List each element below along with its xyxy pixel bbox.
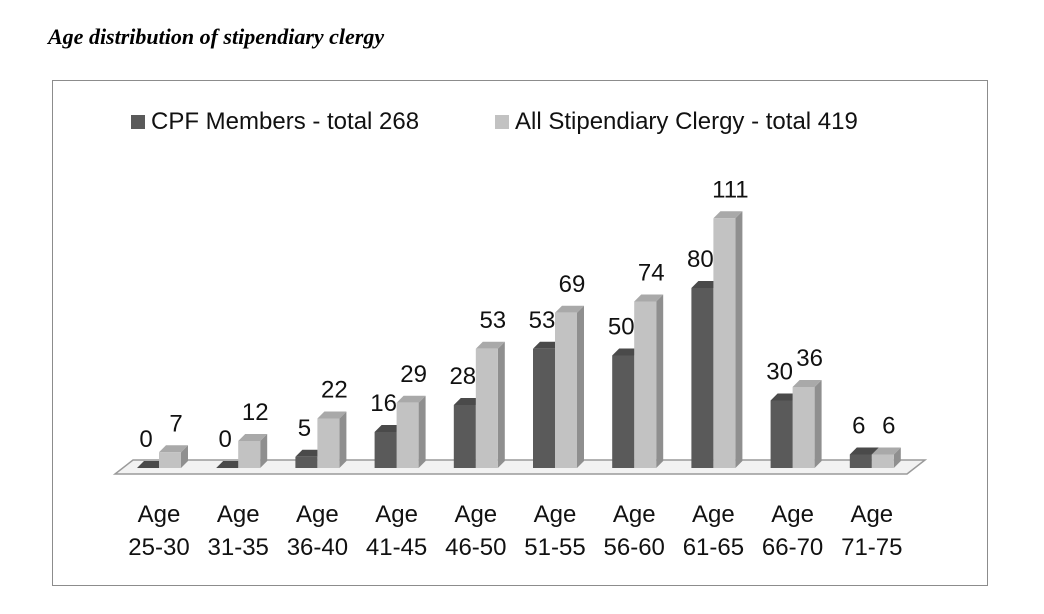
x-tick-label-5-1: 51-55 [524,534,585,561]
bar-top-s2-7 [713,211,743,219]
bar-s1-9 [849,454,872,468]
data-label-s2-9: 6 [882,413,895,440]
bar-top-s2-1 [238,434,268,441]
bar-top-s1-0 [137,461,166,468]
bar-top-s2-0 [159,445,188,453]
legend-label-2: All Stipendiary Clergy - total 419 [515,108,858,135]
x-tick-label-7-1: 61-65 [683,534,744,561]
legend-swatch-1 [131,115,145,129]
chart-bars [137,211,901,469]
data-label-s1-5: 53 [529,307,556,334]
bar-side-s2-2 [339,411,347,468]
bar-side-s2-3 [418,395,426,468]
x-tick-label-4-0: Age [454,501,497,528]
data-label-s1-2: 5 [298,415,311,442]
x-tick-label-5-0: Age [534,501,577,528]
chart-area: CPF Members - total 268 All Stipendiary C… [52,80,988,586]
data-label-s1-9: 6 [852,413,865,440]
chart-legend: CPF Members - total 268 All Stipendiary C… [131,108,858,135]
bar-top-s1-4 [453,398,483,405]
data-label-s1-6: 50 [608,314,635,341]
bar-s2-3 [396,402,419,468]
x-tick-label-9-1: 71-75 [841,534,902,561]
data-label-s1-8: 30 [766,359,793,386]
bar-top-s2-3 [396,395,426,403]
bar-s1-2 [295,456,318,468]
data-label-s2-2: 22 [321,377,348,404]
data-label-s2-1: 12 [242,399,269,426]
bar-side-s2-8 [814,380,822,468]
bar-s2-8 [792,387,815,468]
data-label-s1-3: 16 [370,390,397,417]
bar-side-s2-9 [893,447,901,468]
x-tick-label-2-1: 36-40 [287,534,348,561]
bar-top-s1-7 [691,281,721,288]
bar-s2-7 [713,218,736,468]
bar-s2-2 [317,418,340,468]
bar-top-s2-9 [871,447,901,455]
bar-s1-8 [770,400,793,468]
bar-side-s2-7 [735,211,743,468]
bar-side-s2-1 [260,434,268,468]
data-label-s1-0: 0 [139,426,152,453]
bar-top-s1-6 [612,348,642,356]
bar-side-s2-6 [656,294,664,468]
bar-s2-9 [871,454,894,468]
bar-s2-1 [238,441,261,468]
data-label-s1-7: 80 [687,246,714,273]
x-tick-label-3-1: 41-45 [366,534,427,561]
x-tick-label-9-0: Age [850,501,893,528]
bar-top-s2-5 [555,305,584,313]
legend-label-1: CPF Members - total 268 [151,108,419,135]
bar-s2-0 [159,452,181,468]
x-tick-label-7-0: Age [692,501,735,528]
data-label-s2-0: 7 [169,410,182,437]
data-label-s2-7: 111 [712,176,748,203]
bar-top-s1-1 [216,461,246,468]
bar-top-s2-4 [475,341,505,349]
data-label-s1-4: 28 [449,363,476,390]
bar-top-s2-8 [792,380,822,387]
bar-s1-6 [612,355,635,468]
bar-top-s2-6 [634,294,664,302]
bar-s1-3 [374,432,397,468]
bar-top-s1-8 [770,393,800,401]
x-axis-tick-labels: Age 25-30 Age 31-35 Age 36-40 Age 41-45 Age 46-50… [128,501,902,561]
x-tick-label-1-1: 31-35 [208,534,269,561]
bar-top-s1-2 [295,449,325,457]
x-tick-label-6-1: 56-60 [604,534,665,561]
x-tick-label-8-0: Age [771,501,814,528]
data-label-s2-4: 53 [479,307,506,334]
data-label-s2-6: 74 [638,260,665,287]
x-tick-label-3-0: Age [375,501,418,528]
bar-s2-4 [475,348,498,468]
x-tick-label-1-0: Age [217,501,260,528]
data-label-s1-1: 0 [219,426,232,453]
x-tick-label-4-1: 46-50 [445,534,506,561]
data-label-s2-5: 69 [559,271,586,298]
bar-top-s1-5 [533,341,562,349]
x-tick-label-2-0: Age [296,501,339,528]
data-label-s2-8: 36 [796,345,823,372]
page-title: Age distribution of stipendiary clergy [48,24,385,49]
x-tick-label-6-0: Age [613,501,656,528]
bar-s1-7 [691,288,714,468]
bar-side-s2-0 [181,445,188,468]
bar-s1-5 [533,348,555,468]
bar-top-s1-9 [849,447,879,455]
data-label-s2-3: 29 [400,361,427,388]
bar-top-s1-3 [374,425,404,432]
bar-s2-5 [555,312,577,468]
bar-top-s2-2 [317,411,347,419]
x-tick-label-8-1: 66-70 [762,534,823,561]
bar-side-s2-5 [577,305,584,468]
bar-s1-4 [453,405,476,468]
bar-s2-6 [634,301,657,468]
bar-side-s2-4 [497,341,505,468]
legend-swatch-2 [495,115,509,129]
bar-chart: CPF Members - total 268 All Stipendiary C… [112,108,928,561]
x-tick-label-0-1: 25-30 [128,534,189,561]
x-tick-label-0-0: Age [138,501,181,528]
